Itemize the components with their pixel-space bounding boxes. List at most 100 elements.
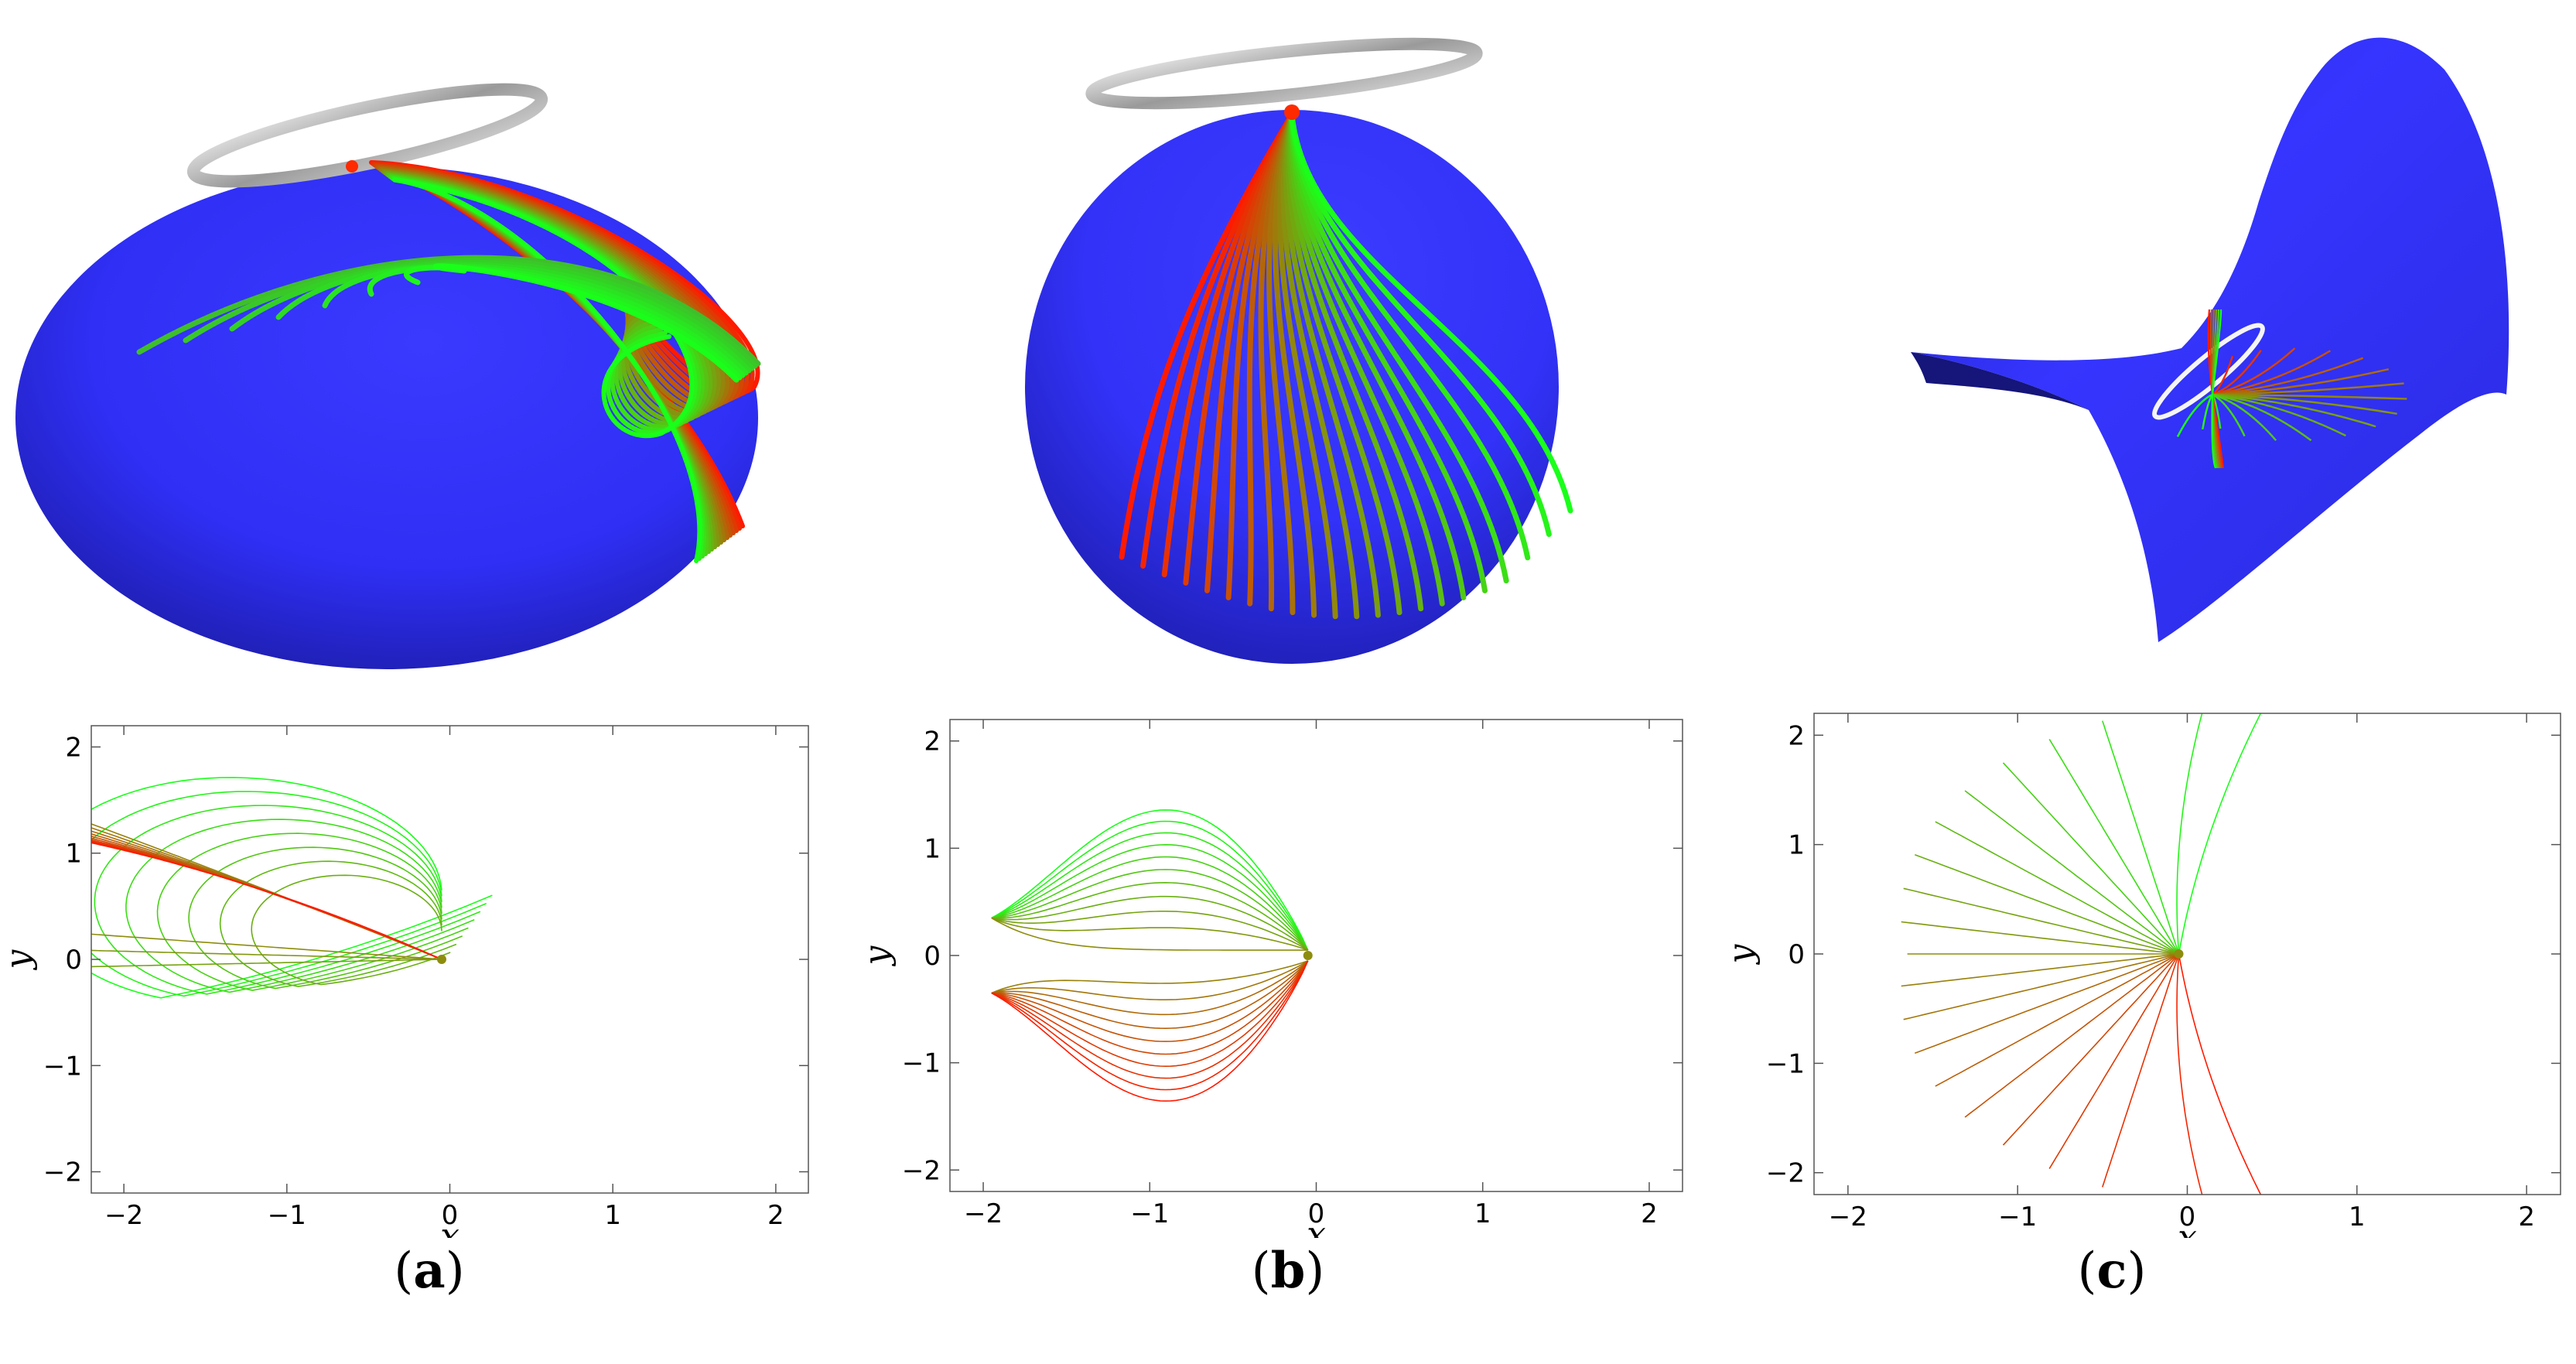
render-3d-saddle	[1911, 37, 2509, 643]
x-tick-label: −2	[964, 1198, 1003, 1229]
trajectory-line	[991, 960, 1309, 1000]
fan-strand	[1289, 111, 1531, 561]
x-tick-label: −1	[1998, 1202, 2037, 1232]
trajectory-line	[251, 874, 451, 986]
y-tick-label: 0	[924, 941, 941, 972]
trajectory-line	[1964, 953, 2179, 1118]
trajectory-line	[991, 960, 1309, 1030]
x-tick-label: 2	[767, 1200, 784, 1231]
x-axis-label: x	[440, 1216, 460, 1238]
spray-strand	[2212, 393, 2346, 437]
fan-strand	[1289, 111, 1552, 538]
trajectory-line	[991, 960, 1308, 994]
trajectory-line	[991, 960, 1309, 1068]
origin-marker	[436, 955, 446, 964]
x-tick-label: 0	[442, 1200, 459, 1231]
trajectory-line	[2002, 762, 2180, 955]
y-tick-label: 1	[924, 833, 941, 864]
spray-strand-up	[2211, 309, 2222, 395]
trajectory-line	[991, 960, 1309, 1055]
y-tick-label: 2	[924, 726, 941, 757]
y-tick-label: 1	[1788, 830, 1805, 861]
trajectory-line	[991, 960, 1309, 1079]
x-tick-label: 0	[1308, 1198, 1325, 1229]
trajectory-line	[94, 805, 481, 995]
trajectory-line	[991, 917, 1308, 951]
trajectory-line	[991, 881, 1309, 951]
plot-frame	[91, 725, 809, 1194]
trajectory-fan-b	[1119, 111, 1573, 620]
trajectory-line	[991, 843, 1309, 951]
trajectory-line	[1935, 821, 2179, 955]
fan-strand	[1289, 111, 1509, 584]
spray-strand	[2212, 393, 2397, 415]
panel-a: −2 −1 0 1 2 −2 −1 0 1 2 x y (a)	[0, 0, 851, 1364]
trajectory-plot-a: −2 −1 0 1 2 −2 −1 0 1 2 x y	[0, 725, 809, 1238]
trajectory-bundle-a	[136, 160, 761, 563]
trajectory-line	[156, 832, 469, 991]
trajectory-line	[2102, 953, 2180, 1188]
trajectory-plot-c: −2 −1 0 1 2 −2 −1 0 1 2 x y	[1721, 713, 2561, 1238]
trajectory-line	[1935, 953, 2179, 1087]
x-axis-label: x	[2178, 1218, 2197, 1238]
y-tick-label: −1	[43, 1051, 82, 1082]
trajectory-line	[2178, 953, 2262, 1195]
y-tick-label: −2	[902, 1155, 941, 1186]
saddle-surface	[1911, 37, 2509, 643]
x-tick-label: −2	[1829, 1202, 1867, 1232]
trajectory-line	[91, 791, 487, 997]
trajectory-line	[91, 959, 442, 968]
y-axis-label: y	[0, 949, 38, 970]
trajectory-plot-b: −2 −1 0 1 2 −2 −1 0 1 2 x y	[859, 719, 1683, 1238]
panel-b: −2 −1 0 1 2 −2 −1 0 1 2 x y (b)	[859, 0, 1710, 1364]
trajectory-lines	[1901, 713, 2262, 1195]
x-tick-label: −1	[1130, 1198, 1169, 1229]
spray-strand	[2212, 393, 2376, 428]
x-tick-label: −1	[268, 1200, 306, 1231]
trajectory-line	[2048, 738, 2180, 955]
spray-strand	[2212, 393, 2312, 442]
spray-strand	[2212, 393, 2246, 437]
spray-strand-down	[2211, 394, 2217, 469]
y-tick-label: 0	[1788, 939, 1805, 970]
trajectory-line	[91, 842, 442, 960]
trajectory-line	[991, 856, 1309, 951]
y-tick-label: −2	[1766, 1158, 1805, 1189]
x-tick-label: 1	[2349, 1202, 2366, 1232]
trajectory-lines	[991, 809, 1309, 1102]
bundle-long-strand	[433, 263, 740, 383]
y-tick-label: 2	[65, 732, 82, 763]
trajectory-line	[2102, 720, 2180, 955]
origin-marker	[2174, 949, 2184, 959]
y-tick-label: −1	[1766, 1048, 1805, 1079]
x-tick-label: 1	[1474, 1198, 1491, 1229]
trajectory-lines	[91, 777, 493, 999]
trajectory-line	[2178, 713, 2262, 955]
caption-b: (b)	[1251, 1242, 1325, 1300]
x-axis-label: x	[1307, 1215, 1326, 1238]
x-tick-label: 2	[2518, 1202, 2535, 1232]
trajectory-line	[125, 819, 475, 993]
start-point-a	[346, 160, 358, 173]
ring-c	[2152, 323, 2265, 420]
fan-strand	[1289, 111, 1488, 593]
start-point-b	[1284, 104, 1300, 120]
trajectory-line	[188, 846, 463, 990]
y-axis-label: y	[859, 945, 897, 966]
y-tick-label: 2	[1788, 720, 1805, 751]
trajectory-line	[91, 839, 442, 960]
trajectory-line	[2002, 953, 2180, 1146]
trajectory-line	[991, 960, 1309, 1091]
trajectory-line	[219, 860, 457, 987]
saddle-edge	[1911, 352, 2089, 410]
trajectory-line	[991, 911, 1309, 951]
spray-strand	[2212, 393, 2277, 442]
plot-frame	[949, 719, 1683, 1192]
y-tick-label: 1	[65, 839, 82, 870]
spray-strand	[2176, 393, 2213, 437]
trajectory-line	[1903, 887, 2179, 955]
trajectory-line	[991, 960, 1309, 1016]
x-tick-label: 2	[1641, 1198, 1658, 1229]
y-tick-label: −1	[902, 1048, 941, 1079]
trajectory-line	[991, 960, 1309, 1042]
